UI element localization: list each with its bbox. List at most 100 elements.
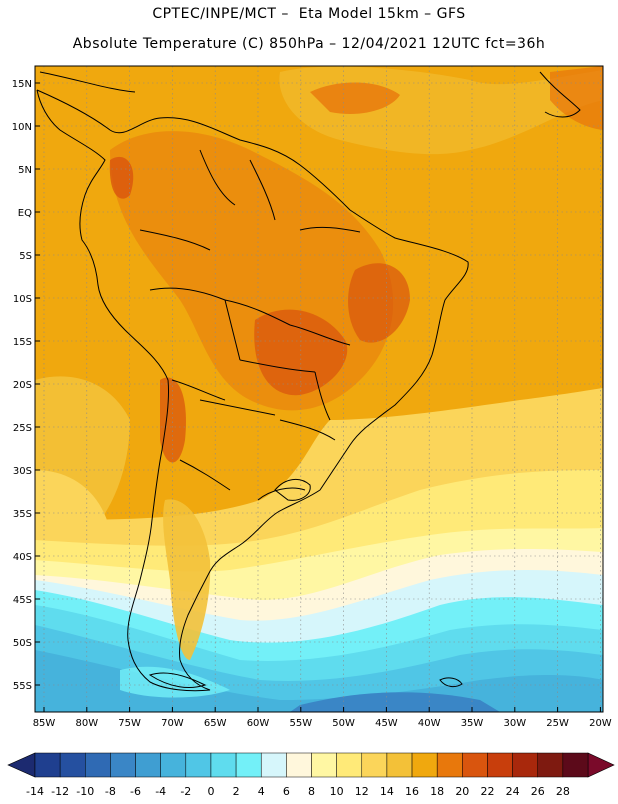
colorbar-label: 6 (283, 785, 290, 798)
colorbar-swatch (210, 752, 237, 778)
colorbar-right-cap (587, 752, 615, 778)
lat-tick-label: 20S (13, 380, 32, 391)
map-gridlines (35, 66, 603, 712)
lon-tick-label: 85W (33, 718, 56, 729)
lon-tick-label: 20W (589, 718, 612, 729)
colorbar-swatch (537, 752, 564, 778)
colorbar-swatch (462, 752, 488, 778)
lat-tick-label: 15N (12, 79, 32, 90)
colorbar-label: -2 (180, 785, 191, 798)
colorbar-swatch (436, 752, 463, 778)
colorbar-label: 22 (480, 785, 494, 798)
lon-tick-label: 55W (289, 718, 312, 729)
lagoa-dos-patos (274, 478, 311, 501)
colorbar-swatch (34, 752, 61, 778)
colorbar-swatch (336, 752, 363, 778)
colorbar-label: 10 (330, 785, 344, 798)
colorbar-swatch (487, 752, 513, 778)
colorbar-label: -10 (76, 785, 94, 798)
lat-tick-label: 5S (19, 251, 32, 262)
colorbar-swatch (311, 752, 337, 778)
lon-tick-label: 35W (461, 718, 484, 729)
lat-tick-label: 40S (13, 552, 32, 563)
map-axes: 15N 10N 5N EQ 5S 10S 15S 20S 25S 30S 35S 40S 45S 50S 5… (12, 79, 612, 729)
colorbar-label: 0 (207, 785, 214, 798)
lat-tick-label: 35S (13, 509, 32, 520)
field-hot-colombia (109, 156, 134, 199)
colorbar-swatch (185, 752, 212, 778)
colorbar-label: -12 (51, 785, 69, 798)
lat-tick-label: 50S (13, 638, 32, 649)
caribbean-islands (39, 71, 581, 118)
colorbar-swatch (135, 752, 161, 778)
colorbar-label: -8 (105, 785, 116, 798)
colorbar-swatch (110, 752, 136, 778)
colorbar-swatch (361, 752, 388, 778)
lon-tick-label: 70W (161, 718, 184, 729)
lat-tick-label: 10S (13, 294, 32, 305)
field-warm-patch-east (550, 66, 603, 130)
lon-tick-label: 30W (503, 718, 526, 729)
field-hot-northeast (348, 263, 410, 343)
colorbar-label: 14 (380, 785, 394, 798)
lon-tick-label: 75W (118, 718, 141, 729)
falkland-islands (439, 677, 463, 688)
lat-tick-label: 25S (13, 423, 32, 434)
colorbar-swatch (260, 752, 287, 778)
lat-tick-label: 30S (13, 466, 32, 477)
colorbar-label: 18 (430, 785, 444, 798)
colorbar-label: -14 (26, 785, 44, 798)
national-borders (139, 149, 361, 501)
field-patagonia (163, 499, 211, 660)
colorbar-label: 8 (308, 785, 315, 798)
chart-title-line-2: Absolute Temperature (C) 850hPa – 12/04/… (72, 36, 546, 52)
tierra-del-fuego (148, 672, 207, 688)
colorbar-label: -6 (130, 785, 141, 798)
lat-tick-label: 55S (13, 681, 32, 692)
colorbar-swatch (386, 752, 413, 778)
map-frame (34, 65, 604, 713)
colorbar-swatch (411, 752, 438, 778)
coastlines (36, 71, 581, 692)
colorbar-swatch (160, 752, 187, 778)
lon-tick-label: 40W (418, 718, 441, 729)
lon-tick-label: 50W (332, 718, 355, 729)
field-hot-central (254, 309, 348, 396)
lon-tick-label: 80W (75, 718, 98, 729)
lon-tick-label: 65W (204, 718, 227, 729)
colorbar-label: 16 (405, 785, 419, 798)
lat-tick-label: 10N (12, 122, 32, 133)
colorbar-label: 2 (233, 785, 240, 798)
colorbar-label: 24 (506, 785, 520, 798)
colorbar-label: 12 (355, 785, 369, 798)
colorbar-swatch (286, 752, 312, 778)
colorbar-swatch (85, 752, 111, 778)
lat-tick-label: 45S (13, 595, 32, 606)
colorbar-label: 20 (455, 785, 469, 798)
colorbar-swatch (512, 752, 538, 778)
colorbar-label: 28 (556, 785, 570, 798)
colorbar-swatch (235, 752, 262, 778)
field-hot-andes (160, 377, 186, 463)
lat-tick-label: 5N (18, 165, 32, 176)
temperature-field (35, 66, 603, 712)
south-america-coast (36, 89, 469, 692)
colorbar-label: 4 (258, 785, 265, 798)
colorbar-left-cap (7, 752, 36, 778)
colorbar-swatch (562, 752, 589, 778)
lon-tick-label: 45W (375, 718, 398, 729)
lat-tick-label: 15S (13, 337, 32, 348)
colorbar-label: 26 (531, 785, 545, 798)
colorbar: -14 -12 -10 -8 -6 -4 -2 0 2 4 6 8 10 12 14 16 18 20 22 24 26… (7, 752, 615, 798)
lon-tick-label: 60W (247, 718, 270, 729)
chart-title-line-1: CPTEC/INPE/MCT – Eta Model 15km – GFS (152, 6, 466, 22)
field-warm-patch-atlantic (310, 82, 400, 115)
field-band-m6 (290, 692, 500, 712)
lat-tick-label: EQ (18, 208, 32, 219)
colorbar-label: -4 (155, 785, 166, 798)
field-drake (120, 666, 230, 698)
colorbar-swatch (59, 752, 86, 778)
lon-tick-label: 25W (546, 718, 569, 729)
